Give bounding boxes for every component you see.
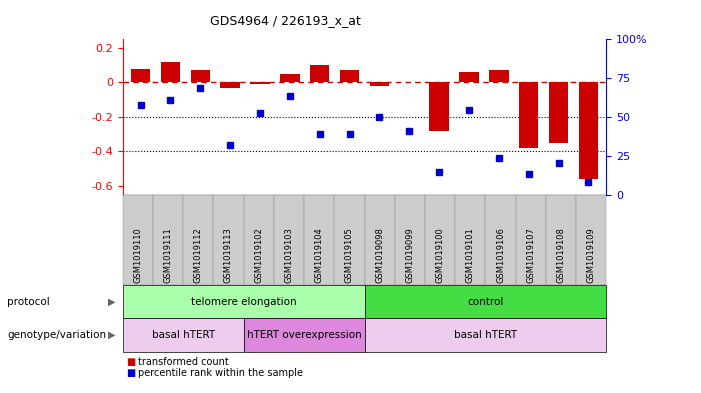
Bar bbox=[340, 70, 360, 83]
Bar bbox=[430, 83, 449, 131]
Text: GSM1019105: GSM1019105 bbox=[345, 228, 354, 283]
Text: GSM1019108: GSM1019108 bbox=[557, 228, 566, 283]
Text: GSM1019100: GSM1019100 bbox=[435, 228, 444, 283]
Text: GSM1019110: GSM1019110 bbox=[133, 228, 142, 283]
Text: protocol: protocol bbox=[7, 297, 50, 307]
Text: hTERT overexpression: hTERT overexpression bbox=[247, 330, 362, 340]
Text: telomere elongation: telomere elongation bbox=[191, 297, 297, 307]
Bar bbox=[250, 83, 270, 84]
Text: GSM1019106: GSM1019106 bbox=[496, 228, 505, 283]
Text: ▶: ▶ bbox=[109, 297, 116, 307]
Text: GDS4964 / 226193_x_at: GDS4964 / 226193_x_at bbox=[210, 15, 361, 28]
Text: GSM1019104: GSM1019104 bbox=[315, 228, 324, 283]
Bar bbox=[161, 62, 180, 83]
Text: basal hTERT: basal hTERT bbox=[454, 330, 517, 340]
Text: GSM1019113: GSM1019113 bbox=[224, 228, 233, 283]
Text: GSM1019102: GSM1019102 bbox=[254, 228, 263, 283]
Text: GSM1019099: GSM1019099 bbox=[405, 228, 414, 283]
Bar bbox=[579, 83, 598, 179]
Bar bbox=[549, 83, 569, 143]
Bar bbox=[280, 74, 299, 83]
Bar bbox=[459, 72, 479, 83]
Text: GSM1019109: GSM1019109 bbox=[587, 228, 596, 283]
Text: GSM1019112: GSM1019112 bbox=[193, 228, 203, 283]
Text: GSM1019101: GSM1019101 bbox=[466, 228, 475, 283]
Text: ▶: ▶ bbox=[109, 330, 116, 340]
Bar bbox=[310, 65, 329, 83]
Bar bbox=[191, 70, 210, 83]
Bar bbox=[369, 83, 389, 86]
Bar bbox=[131, 69, 150, 83]
Text: GSM1019107: GSM1019107 bbox=[526, 228, 536, 283]
Text: GSM1019111: GSM1019111 bbox=[163, 228, 172, 283]
Bar bbox=[220, 83, 240, 88]
Text: percentile rank within the sample: percentile rank within the sample bbox=[138, 368, 303, 378]
Text: ■: ■ bbox=[126, 356, 135, 367]
Text: GSM1019103: GSM1019103 bbox=[285, 228, 294, 283]
Bar bbox=[519, 83, 538, 148]
Text: ■: ■ bbox=[126, 368, 135, 378]
Text: genotype/variation: genotype/variation bbox=[7, 330, 106, 340]
Text: basal hTERT: basal hTERT bbox=[151, 330, 215, 340]
Text: transformed count: transformed count bbox=[138, 356, 229, 367]
Text: GSM1019098: GSM1019098 bbox=[375, 228, 384, 283]
Text: control: control bbox=[468, 297, 503, 307]
Bar bbox=[489, 70, 509, 83]
